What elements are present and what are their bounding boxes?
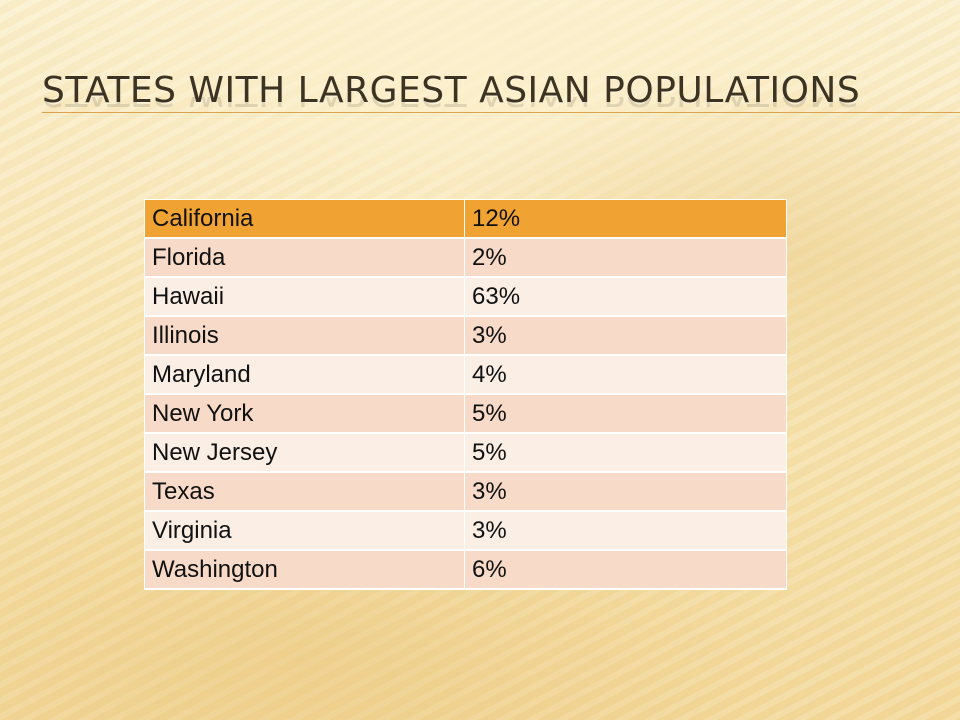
table-row: Washington 6%: [144, 549, 787, 590]
state-cell: Washington: [144, 549, 465, 590]
state-cell: New Jersey: [144, 432, 465, 473]
state-cell: New York: [144, 393, 465, 434]
table-row: Illinois 3%: [144, 315, 787, 356]
percent-cell: 2%: [464, 237, 787, 278]
table-row: California 12%: [144, 199, 787, 239]
percent-cell: 5%: [464, 393, 787, 434]
state-cell: Florida: [144, 237, 465, 278]
table-row: Virginia 3%: [144, 510, 787, 551]
percent-cell: 12%: [464, 199, 787, 239]
state-cell: Maryland: [144, 354, 465, 395]
title-underline: [42, 112, 960, 113]
table-row: Maryland 4%: [144, 354, 787, 395]
percent-cell: 3%: [464, 510, 787, 551]
percent-cell: 63%: [464, 276, 787, 317]
state-cell: Virginia: [144, 510, 465, 551]
table-row: New York 5%: [144, 393, 787, 434]
table-row: Texas 3%: [144, 471, 787, 512]
states-table: California 12% Florida 2% Hawaii 63% Ill…: [144, 199, 787, 590]
percent-cell: 3%: [464, 315, 787, 356]
state-cell: Illinois: [144, 315, 465, 356]
percent-cell: 4%: [464, 354, 787, 395]
percent-cell: 3%: [464, 471, 787, 512]
state-cell: Hawaii: [144, 276, 465, 317]
slide-title: STATES WITH LARGEST ASIAN POPULATIONS: [42, 70, 861, 111]
percent-cell: 5%: [464, 432, 787, 473]
table-row: Florida 2%: [144, 237, 787, 278]
state-cell: Texas: [144, 471, 465, 512]
table-row: New Jersey 5%: [144, 432, 787, 473]
table-row: Hawaii 63%: [144, 276, 787, 317]
percent-cell: 6%: [464, 549, 787, 590]
state-cell: California: [144, 199, 465, 239]
